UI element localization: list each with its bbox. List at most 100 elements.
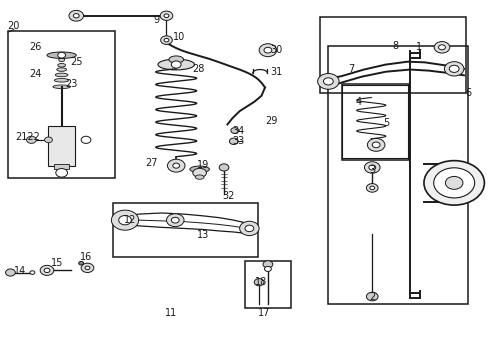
Ellipse shape [54, 78, 69, 82]
Ellipse shape [47, 52, 76, 58]
Text: 9: 9 [153, 15, 160, 26]
Circle shape [119, 216, 131, 225]
Circle shape [56, 168, 67, 177]
Bar [328, 45, 467, 304]
Circle shape [423, 161, 484, 205]
Circle shape [219, 164, 228, 171]
Text: 1: 1 [415, 42, 421, 52]
Ellipse shape [189, 166, 209, 172]
Text: 29: 29 [264, 116, 277, 126]
Text: 14: 14 [14, 266, 26, 276]
Text: 3: 3 [368, 165, 375, 175]
Text: 6: 6 [465, 88, 471, 98]
Text: 24: 24 [30, 69, 42, 79]
Circle shape [254, 279, 264, 286]
Circle shape [366, 292, 377, 301]
Ellipse shape [158, 59, 194, 70]
Circle shape [163, 39, 168, 42]
Bar [54, 164, 69, 169]
Circle shape [58, 52, 65, 58]
Circle shape [369, 186, 374, 190]
Circle shape [166, 214, 183, 226]
Circle shape [264, 266, 271, 271]
Text: 15: 15 [50, 258, 63, 268]
Text: 17: 17 [257, 309, 270, 318]
Circle shape [26, 136, 36, 143]
Text: 20: 20 [8, 21, 20, 31]
Ellipse shape [195, 175, 203, 179]
Text: 4: 4 [355, 97, 362, 107]
Circle shape [366, 138, 384, 151]
Text: 18: 18 [255, 277, 267, 287]
Text: 23: 23 [65, 79, 78, 89]
Circle shape [44, 268, 50, 273]
Circle shape [317, 73, 338, 89]
Circle shape [364, 162, 379, 173]
Circle shape [160, 11, 172, 21]
Circle shape [371, 142, 379, 148]
Text: 12: 12 [123, 215, 136, 225]
Circle shape [85, 266, 90, 270]
Text: 34: 34 [232, 126, 244, 135]
Ellipse shape [53, 85, 70, 89]
Circle shape [5, 269, 15, 276]
Text: 13: 13 [197, 230, 209, 239]
Ellipse shape [59, 58, 64, 62]
Text: 11: 11 [165, 309, 177, 318]
Ellipse shape [168, 56, 183, 63]
Text: 32: 32 [222, 191, 235, 201]
Text: 16: 16 [80, 252, 92, 262]
Circle shape [239, 221, 259, 235]
Circle shape [167, 159, 184, 172]
Circle shape [171, 61, 181, 68]
Circle shape [69, 10, 83, 21]
Text: 19: 19 [197, 160, 209, 170]
Text: 25: 25 [70, 57, 82, 67]
Text: 2: 2 [368, 292, 375, 302]
Circle shape [81, 136, 91, 143]
Circle shape [81, 263, 94, 273]
Circle shape [366, 184, 377, 192]
Circle shape [44, 137, 52, 143]
Circle shape [448, 65, 458, 72]
Ellipse shape [192, 168, 206, 177]
Bar [320, 17, 466, 93]
Text: 30: 30 [269, 45, 282, 55]
Circle shape [160, 36, 172, 44]
Circle shape [368, 165, 375, 170]
Circle shape [163, 14, 168, 18]
Circle shape [229, 138, 238, 144]
Circle shape [30, 271, 35, 274]
Circle shape [445, 176, 462, 189]
Ellipse shape [58, 63, 65, 67]
Ellipse shape [55, 73, 68, 77]
Circle shape [111, 210, 139, 230]
Circle shape [79, 261, 83, 265]
Bar [245, 261, 290, 309]
Circle shape [172, 163, 179, 168]
Text: 27: 27 [145, 158, 158, 168]
Ellipse shape [57, 68, 66, 71]
Bar [113, 203, 258, 257]
Text: 2122: 2122 [15, 132, 40, 142]
Circle shape [263, 261, 272, 268]
Bar [341, 85, 407, 158]
Text: 8: 8 [392, 41, 398, 50]
Text: 33: 33 [232, 136, 244, 146]
Text: 7: 7 [348, 64, 354, 74]
Text: 31: 31 [269, 67, 282, 77]
Circle shape [438, 45, 445, 50]
Bar [8, 31, 115, 178]
Circle shape [433, 168, 474, 198]
Bar [341, 84, 408, 160]
Circle shape [171, 217, 179, 223]
Circle shape [444, 62, 463, 76]
Circle shape [40, 265, 54, 275]
Circle shape [73, 14, 79, 18]
Circle shape [259, 44, 276, 57]
Circle shape [433, 41, 449, 53]
Circle shape [264, 47, 271, 53]
Circle shape [244, 225, 253, 231]
Text: 28: 28 [192, 64, 204, 74]
Text: 10: 10 [172, 32, 184, 41]
